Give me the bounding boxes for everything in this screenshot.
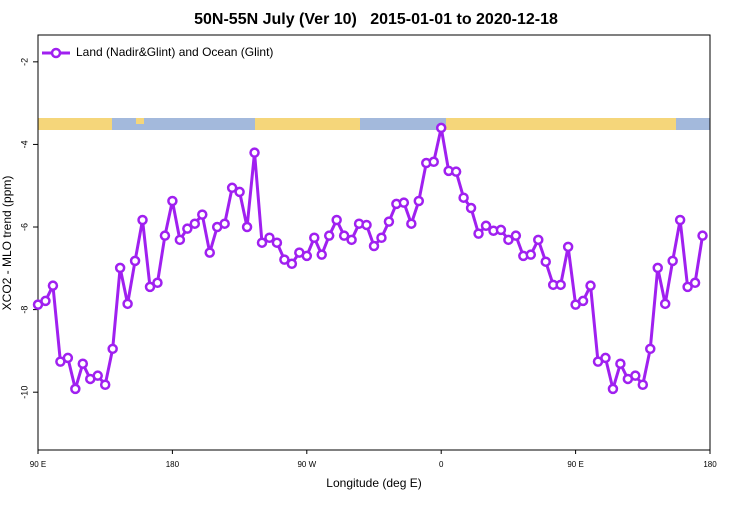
x-tick-label: 90 E [567,460,583,469]
data-point [122,298,133,310]
data-point [376,232,387,244]
data-point [107,343,118,355]
legend-label: Land (Nadir&Glint) and Ocean (Glint) [76,45,273,59]
x-tick-label: 0 [439,460,444,469]
data-point [99,379,111,391]
x-tick-label: 90 E [30,460,46,469]
x-axis-label: Longitude (deg E) [326,476,421,490]
data-point [368,240,380,252]
data-point [226,182,238,194]
legend: Land (Nadir&Glint) and Ocean (Glint) [42,45,273,59]
data-point [697,230,708,241]
data-point [159,230,171,241]
data-point [249,147,260,158]
data-point [480,220,492,232]
data-point [637,379,649,391]
data-point [301,250,313,262]
y-tick-label: -4 [19,140,29,148]
data-point [92,370,103,381]
data-point [607,383,619,395]
data-point [495,224,507,236]
data-point [234,186,245,198]
data-point [689,277,701,289]
data-point [197,209,208,220]
x-tick-label: 90 W [297,460,316,469]
data-point [659,298,671,310]
data-point [465,202,477,214]
data-point [503,234,514,246]
data-point [338,230,350,241]
chart-title: 50N-55N July (Ver 10) 2015-01-01 to 2020… [194,11,558,28]
data-point [630,370,641,381]
data-point [129,255,141,267]
data-point [383,216,395,227]
data-point [62,352,74,364]
data-point [555,279,566,291]
data-point [256,237,268,248]
data-point [562,241,574,253]
data-point [114,262,126,274]
data-point [189,218,201,229]
data-point [674,214,686,226]
data-point [645,343,656,355]
data-point [473,228,484,239]
data-point [167,195,178,207]
data-point [323,230,335,241]
data-point [316,249,327,260]
data-point [77,358,89,369]
data-point [264,232,275,244]
data-point [361,219,372,231]
x-tick-label: 180 [703,460,717,469]
data-point [309,232,320,244]
data-point [585,280,596,291]
y-tick-label: -6 [19,223,29,231]
data-point [40,295,51,307]
data-point [525,249,537,260]
data-point [533,234,544,246]
data-point [152,277,163,289]
data-point [600,352,611,364]
data-point [667,255,678,267]
data-point [70,383,81,395]
data-point [577,295,589,307]
y-tick-label: -8 [19,306,29,314]
data-point [458,192,469,203]
y-axis-label: XCO2 - MLO trend (ppm) [0,176,14,311]
data-point [174,234,186,246]
data-point [406,218,417,229]
data-point [144,281,156,293]
data-point [286,258,298,270]
data-point [615,358,626,369]
data-point [279,254,290,265]
data-point [428,156,439,168]
data-point [435,122,447,134]
data-point [271,237,283,248]
land-ocean-strip [38,118,710,130]
data-point [241,221,253,233]
series-line [37,126,705,391]
data-point [540,256,551,267]
data-point [682,281,693,293]
data-point [47,280,59,291]
data-point [204,247,215,258]
data-point [652,262,663,274]
data-point [510,230,522,241]
data-point [331,214,342,226]
y-tick-label: -2 [19,58,29,66]
data-point [346,234,357,246]
legend-marker [50,47,62,59]
data-point [182,223,193,234]
x-tick-label: 180 [166,460,180,469]
data-point [398,197,410,208]
data-point [219,218,230,229]
data-point [137,214,148,226]
data-point [450,166,462,177]
data-point [413,195,425,207]
y-tick-label: -10 [19,386,29,399]
plot-frame [37,34,711,451]
